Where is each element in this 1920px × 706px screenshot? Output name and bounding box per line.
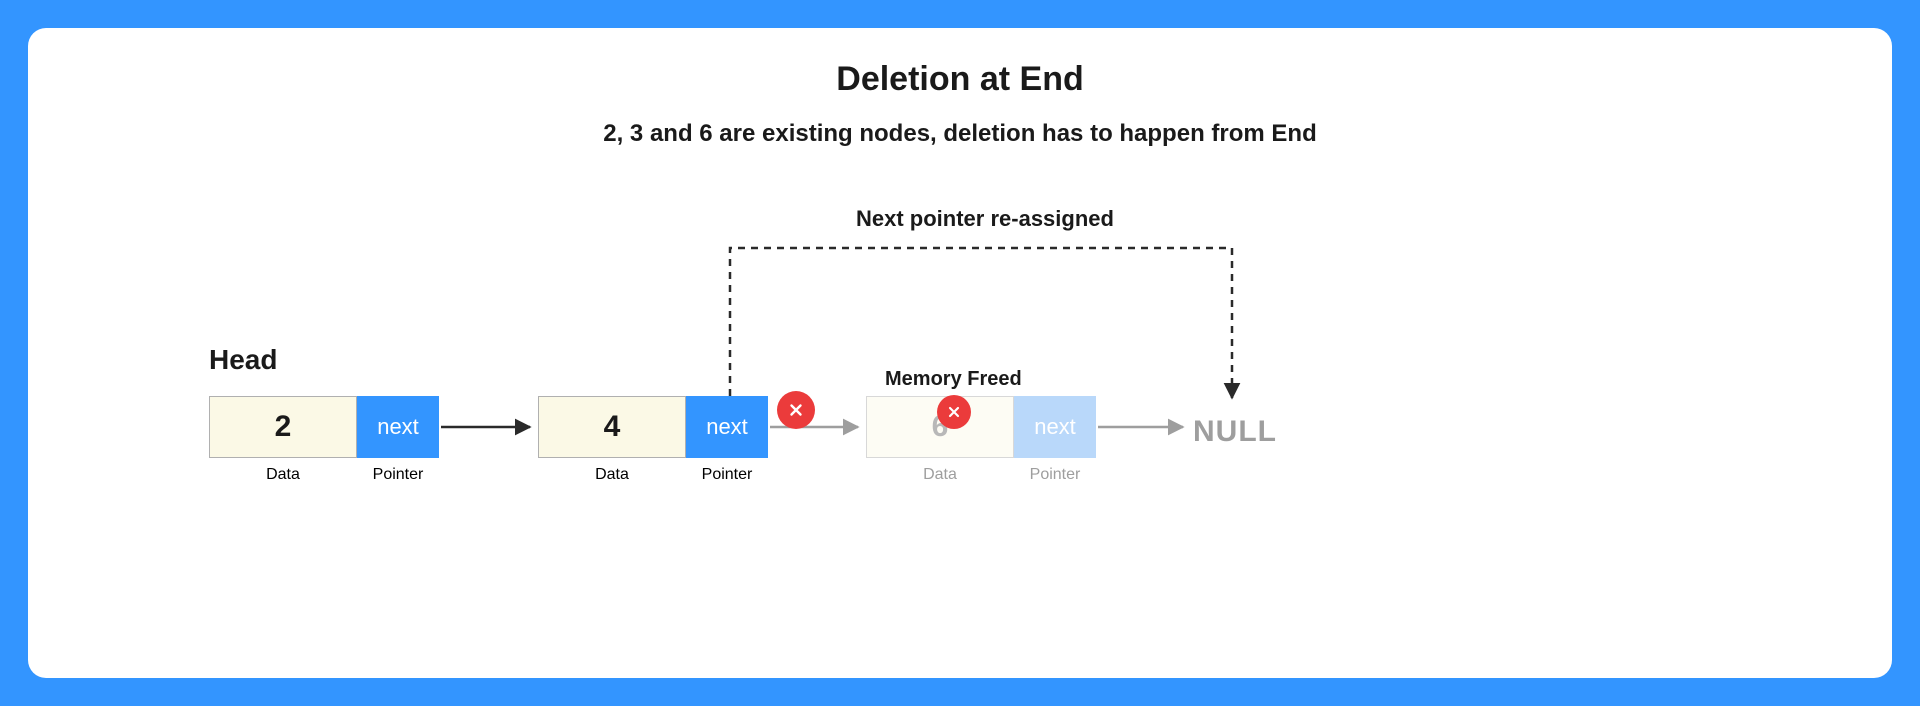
linked-list-node: 4 next xyxy=(538,396,768,458)
outer-frame: Deletion at End 2, 3 and 6 are existing … xyxy=(0,0,1920,706)
node-sublabels: Data Pointer xyxy=(866,466,1096,484)
cross-icon xyxy=(937,395,971,429)
linked-list-node-deleted: 6 next xyxy=(866,396,1096,458)
diagram-subtitle: 2, 3 and 6 are existing nodes, deletion … xyxy=(28,120,1892,148)
null-terminal: NULL xyxy=(1193,415,1277,449)
pointer-sublabel: Pointer xyxy=(357,466,439,484)
diagram-title: Deletion at End xyxy=(28,60,1892,99)
linked-list-node: 2 next xyxy=(209,396,439,458)
data-sublabel: Data xyxy=(209,466,357,484)
node-sublabels: Data Pointer xyxy=(209,466,439,484)
node-data-cell: 2 xyxy=(209,396,357,458)
node-pointer-cell: next xyxy=(686,396,768,458)
diagram-card: Deletion at End 2, 3 and 6 are existing … xyxy=(28,28,1892,678)
cross-icon xyxy=(777,391,815,429)
node-sublabels: Data Pointer xyxy=(538,466,768,484)
head-label: Head xyxy=(209,344,277,376)
node-pointer-cell: next xyxy=(1014,396,1096,458)
node-data-cell: 4 xyxy=(538,396,686,458)
pointer-sublabel: Pointer xyxy=(1014,466,1096,484)
data-sublabel: Data xyxy=(866,466,1014,484)
pointer-sublabel: Pointer xyxy=(686,466,768,484)
reassign-label: Next pointer re-assigned xyxy=(856,206,1114,232)
node-pointer-cell: next xyxy=(357,396,439,458)
data-sublabel: Data xyxy=(538,466,686,484)
memory-freed-label: Memory Freed xyxy=(885,368,1022,391)
